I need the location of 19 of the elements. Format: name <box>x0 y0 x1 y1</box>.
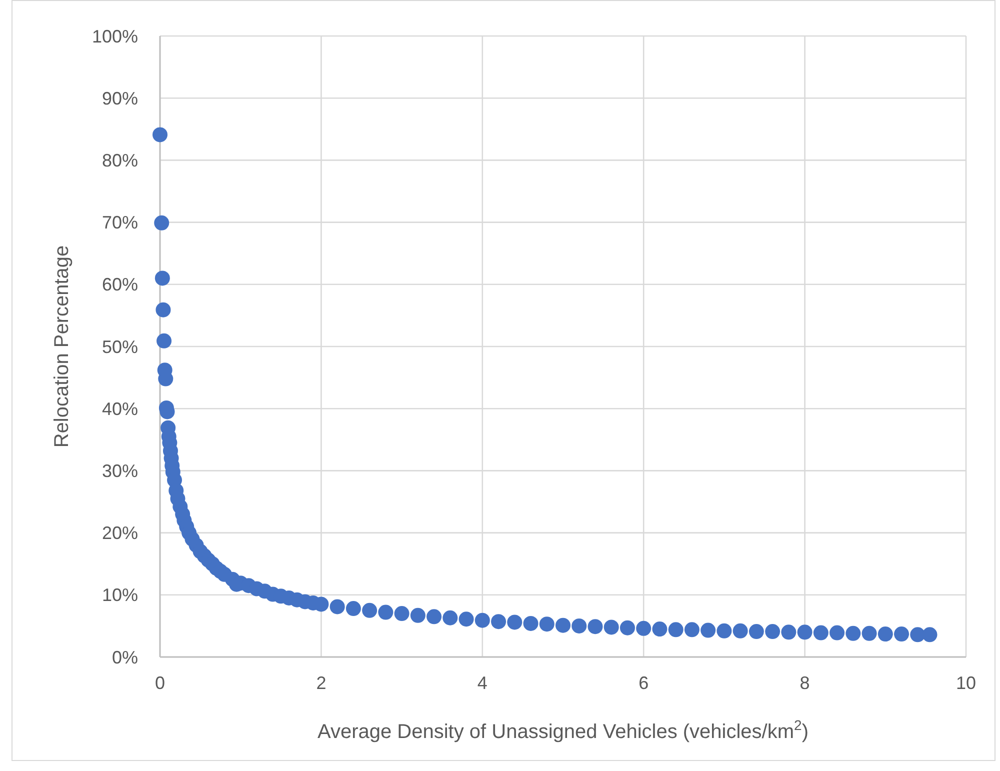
x-axis-title: Average Density of Unassigned Vehicles (vehicles/km$^{2}$) <box>317 717 809 743</box>
x-tick-label: 10 <box>956 673 976 693</box>
x-tick-label: 4 <box>477 673 488 693</box>
y-tick-label: 0% <box>112 647 138 668</box>
y-tick-label: 20% <box>102 523 138 544</box>
x-tick-label: 8 <box>800 673 810 693</box>
y-tick-label: 70% <box>102 212 138 233</box>
y-tick-label: 30% <box>102 461 138 481</box>
y-tick-label: 90% <box>102 88 138 108</box>
x-tick-label: 6 <box>638 673 649 693</box>
x-tick-label: 0 <box>154 673 166 693</box>
y-tick-label: 10% <box>102 585 138 606</box>
x-tick-label: 2 <box>316 673 326 693</box>
y-tick-label: 40% <box>102 398 138 419</box>
y-tick-label: 60% <box>102 274 138 295</box>
y-tick-label: 100% <box>92 26 138 46</box>
y-axis-title: Relocation Percentage <box>51 245 73 448</box>
y-tick-label: 80% <box>102 150 138 170</box>
y-tick-label: 50% <box>102 336 138 357</box>
